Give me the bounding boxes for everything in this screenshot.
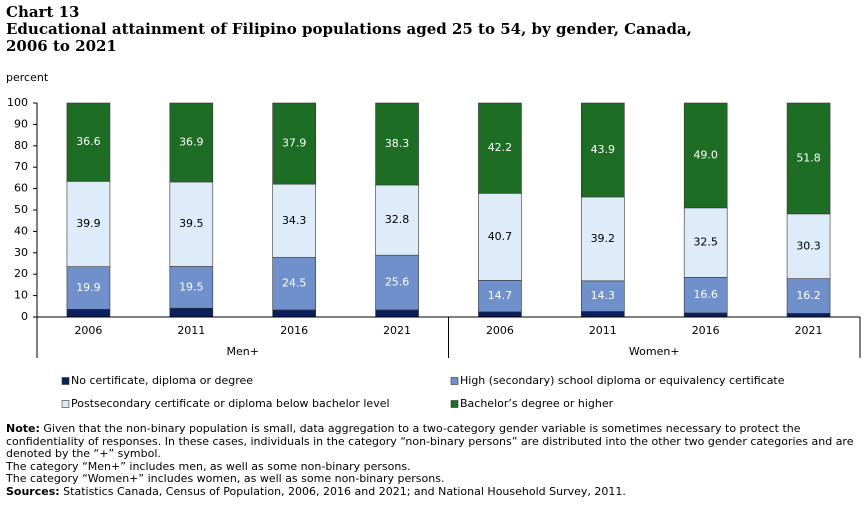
x-tick-label: 2021 bbox=[383, 324, 411, 337]
data-label: 40.7 bbox=[488, 230, 513, 243]
x-tick-label: 2016 bbox=[280, 324, 308, 337]
y-tick-label: 50 bbox=[14, 203, 28, 216]
bar-segment bbox=[786, 102, 831, 215]
bar-segment bbox=[683, 277, 728, 314]
note: Note: Given that the non-binary populati… bbox=[6, 422, 858, 461]
sources-label: Sources: bbox=[6, 484, 60, 498]
legend-swatch bbox=[450, 400, 459, 408]
note-label: Note: bbox=[6, 422, 40, 435]
bar-segment bbox=[683, 312, 728, 318]
header: Chart 13 Educational attainment of Filip… bbox=[6, 4, 706, 55]
bar-segment bbox=[786, 313, 831, 318]
bar-segment bbox=[375, 254, 419, 311]
sources-text: Statistics Canada, Census of Population,… bbox=[63, 484, 626, 498]
legend-swatch bbox=[61, 377, 70, 385]
data-label: 49.0 bbox=[693, 148, 718, 161]
x-tick-label: 2006 bbox=[74, 324, 102, 337]
data-label: 43.9 bbox=[591, 143, 616, 156]
data-label: 37.9 bbox=[282, 137, 307, 150]
notes: Note: Given that the non-binary populati… bbox=[6, 422, 858, 499]
legend-label: Postsecondary certificate or diploma bel… bbox=[71, 397, 390, 410]
bar-segment bbox=[375, 184, 419, 256]
data-label: 39.9 bbox=[76, 217, 101, 230]
bar-segment bbox=[169, 181, 214, 267]
bar-segment bbox=[375, 102, 419, 186]
bar-segment bbox=[66, 181, 111, 268]
data-label: 36.6 bbox=[76, 135, 101, 148]
group-label: Men+ bbox=[227, 345, 259, 358]
data-label: 30.3 bbox=[796, 239, 821, 252]
bar-segment bbox=[272, 183, 316, 258]
bar-segment bbox=[375, 309, 419, 318]
bar-segment bbox=[169, 266, 214, 309]
y-axis-label: percent bbox=[6, 71, 49, 84]
x-tick-label: 2006 bbox=[486, 324, 514, 337]
legend-swatch bbox=[450, 377, 459, 385]
bar-segment bbox=[786, 213, 831, 279]
y-tick-label: 10 bbox=[14, 289, 28, 302]
chart: percent 0 10 20 30 40 50 60 70 80 90 100 19.9 39.9 36… bbox=[6, 71, 861, 410]
group-label: Women+ bbox=[629, 345, 680, 358]
x-tick-label: 2011 bbox=[589, 324, 617, 337]
chart-label: Chart 13 bbox=[6, 3, 80, 21]
bar-segment bbox=[478, 280, 522, 313]
data-label: 19.9 bbox=[76, 281, 101, 294]
data-label: 34.3 bbox=[282, 214, 307, 227]
x-tick-label: 2016 bbox=[692, 324, 720, 337]
y-tick-label: 90 bbox=[14, 117, 28, 130]
y-tick-label: 30 bbox=[14, 246, 28, 259]
y-tick-label: 20 bbox=[14, 267, 28, 280]
data-label: 39.5 bbox=[179, 217, 204, 230]
note-line: The category “Men+” includes men, as wel… bbox=[6, 459, 411, 473]
data-label: 16.2 bbox=[796, 289, 821, 302]
bar-segment bbox=[581, 102, 625, 198]
data-label: 51.8 bbox=[796, 151, 821, 164]
legend-label: High (secondary) school diploma or equiv… bbox=[460, 374, 785, 387]
x-tick-label: 2021 bbox=[795, 324, 823, 337]
bar-segment bbox=[272, 102, 316, 185]
y-tick-label: 0 bbox=[21, 310, 28, 323]
data-label: 14.7 bbox=[488, 289, 513, 302]
note-line: The category “Women+” includes women, as… bbox=[6, 472, 445, 485]
bar-segment bbox=[66, 102, 111, 182]
legend-swatch bbox=[61, 400, 70, 408]
data-label: 32.5 bbox=[693, 236, 718, 249]
bar-segment bbox=[478, 193, 522, 281]
bar-segment bbox=[478, 311, 522, 318]
data-label: 42.2 bbox=[488, 141, 513, 154]
bar-segment bbox=[581, 311, 625, 318]
bar-segment bbox=[581, 280, 625, 312]
y-tick-label: 80 bbox=[14, 139, 28, 152]
bar-segment bbox=[786, 278, 831, 314]
bar-segment bbox=[66, 308, 111, 318]
legend-label: Bachelor’s degree or higher bbox=[460, 397, 614, 410]
bar-segment bbox=[169, 307, 214, 318]
y-tick-label: 40 bbox=[14, 224, 28, 237]
data-label: 24.5 bbox=[282, 277, 307, 290]
data-label: 36.9 bbox=[179, 135, 204, 148]
y-tick-label: 60 bbox=[14, 182, 28, 195]
data-label: 14.3 bbox=[591, 289, 616, 302]
x-tick-label: 2011 bbox=[177, 324, 205, 337]
bar-segment bbox=[272, 309, 316, 318]
legend-label: No certificate, diploma or degree bbox=[71, 374, 253, 387]
data-label: 25.6 bbox=[385, 276, 410, 289]
bar-segment bbox=[683, 102, 728, 209]
data-label: 39.2 bbox=[591, 232, 616, 245]
y-tick-label: 100 bbox=[7, 96, 28, 109]
bar-segment bbox=[581, 196, 625, 282]
data-label: 38.3 bbox=[385, 137, 410, 150]
chart-title: Educational attainment of Filipino popul… bbox=[6, 20, 692, 55]
data-label: 32.8 bbox=[385, 213, 410, 226]
bar-segment bbox=[478, 102, 522, 194]
data-label: 19.5 bbox=[179, 280, 204, 293]
data-label: 16.6 bbox=[693, 288, 718, 301]
note-text: Given that the non-binary population is … bbox=[6, 422, 854, 460]
y-tick-label: 70 bbox=[14, 160, 28, 173]
bar-segment bbox=[169, 102, 214, 183]
sources: Sources: Statistics Canada, Census of Po… bbox=[6, 484, 858, 499]
bar-segment bbox=[66, 266, 111, 310]
